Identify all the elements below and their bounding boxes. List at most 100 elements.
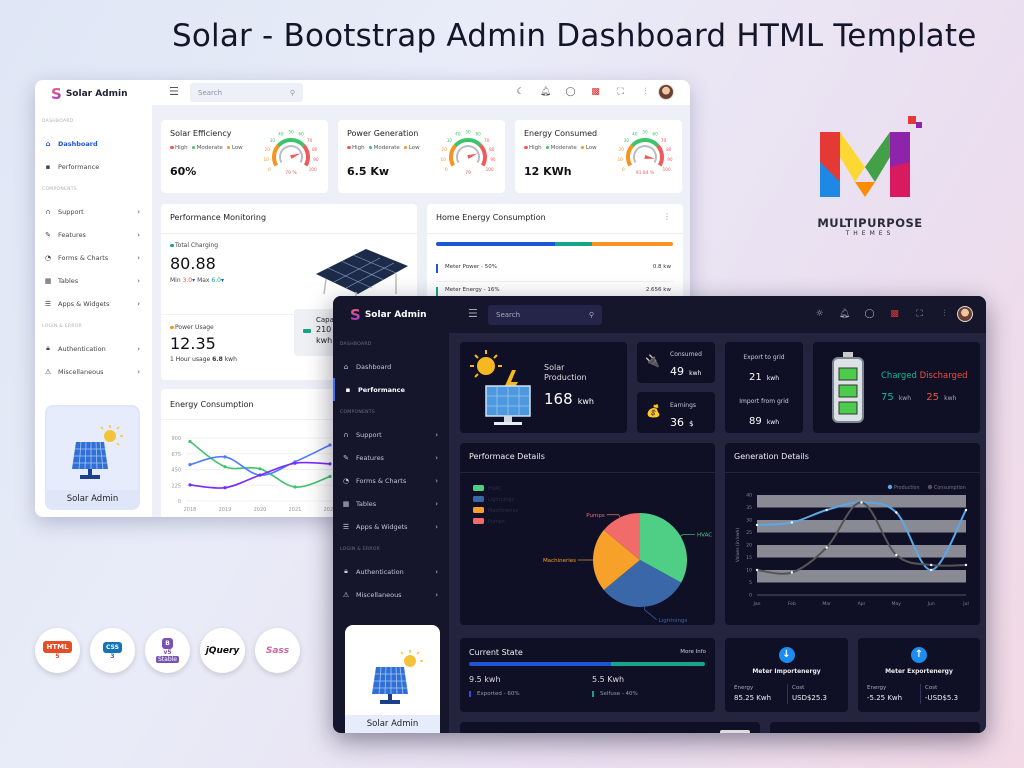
meter-card-import: ↓ Meter Importenergy Energy 85.25 Kwh Cost US…: [725, 638, 848, 712]
chat-icon[interactable]: ◯: [565, 87, 576, 97]
sidebar-item-tables[interactable]: ▦ Tables ›: [35, 269, 152, 292]
sidebar-item-label: Tables: [356, 499, 377, 508]
solar-production-label: Solar Production: [544, 363, 587, 382]
chevron-right-icon: ›: [137, 299, 140, 308]
gauge-tick-label: 80: [666, 147, 672, 152]
logo-subtext: THEMES: [845, 230, 895, 237]
y-tick-label: 675: [171, 452, 181, 458]
legend-swatch: [473, 507, 484, 513]
sidebar-item-miscellaneous[interactable]: ⚠ Miscellaneous ›: [35, 360, 152, 383]
sidebar-item-forms-charts[interactable]: ◔ Forms & Charts ›: [35, 246, 152, 269]
sidebar-item-forms-charts[interactable]: ◔ Forms & Charts ›: [333, 469, 450, 492]
gauge-tick-label: 90: [313, 157, 319, 162]
sidebar-item-miscellaneous[interactable]: ⚠ Miscellaneous ›: [333, 583, 450, 606]
logo-s-icon: S: [350, 306, 361, 324]
sidebar-item-label: Authentication: [58, 344, 106, 353]
y-tick-label: 5: [749, 580, 752, 586]
sidebar-item-tables[interactable]: ▦ Tables ›: [333, 492, 450, 515]
bell-icon[interactable]: 🔔︎: [838, 309, 851, 319]
y-tick-label: 20: [746, 543, 752, 549]
sidebar-item-apps-widgets[interactable]: ☰ Apps & Widgets ›: [333, 515, 450, 538]
gauge-card-solar-efficiency: Solar Efficiency High Moderate Low 60% 0 10 20 3…: [161, 120, 328, 193]
legend-item: Moderate: [191, 145, 223, 151]
sidebar-item-authentication[interactable]: 🔒︎ Authentication ›: [35, 337, 152, 360]
moon-icon[interactable]: ☾: [516, 87, 525, 97]
search-input[interactable]: Search ⚲: [488, 305, 602, 325]
fullscreen-icon[interactable]: ⛶: [916, 309, 923, 319]
gauge-segment: [453, 138, 483, 148]
chevron-right-icon: ›: [435, 453, 438, 462]
fullscreen-icon[interactable]: ⛶: [617, 87, 624, 97]
gauge-tick-label: 10: [617, 157, 623, 162]
meter-label: Meter Power - 50%: [445, 264, 498, 270]
sidebar-item-label: Apps & Widgets: [356, 522, 408, 531]
legend-dot: [545, 145, 550, 150]
selfuse-label: Selfuse - 40%: [592, 691, 638, 697]
square-icon: ▪: [345, 385, 351, 394]
bootstrap-version: v5: [163, 649, 172, 656]
meter-row: Meter Power - 50% 0.8 kw: [436, 259, 673, 279]
legend-label: High: [352, 145, 365, 151]
y-tick-label: 30: [746, 518, 752, 524]
sass-badge: Sass: [255, 628, 300, 673]
chevron-right-icon: ›: [137, 253, 140, 262]
sidebar-item-features[interactable]: ✎ Features ›: [35, 223, 152, 246]
gauge-segment: [302, 144, 310, 167]
flag-us-icon[interactable]: ▩: [890, 309, 899, 319]
sliders-icon[interactable]: ⫶: [644, 87, 647, 97]
gauge-value-label: 79: [465, 170, 471, 176]
sidebar-section-label: COMPONENTS: [340, 409, 376, 415]
user-avatar[interactable]: [658, 84, 674, 100]
sun-icon[interactable]: ☼: [815, 309, 824, 319]
sliders-icon[interactable]: ⫶: [943, 309, 946, 319]
search-placeholder: Search: [496, 311, 521, 319]
sidebar-item-authentication[interactable]: 🔒︎ Authentication ›: [333, 560, 450, 583]
jquery-badge: jQuery: [200, 628, 245, 673]
meter-indicator: [436, 287, 438, 296]
x-tick-label: 2019: [219, 507, 232, 513]
sidebar-item-support[interactable]: ∩ Support ›: [333, 423, 450, 446]
sidebar-item-dashboard[interactable]: ⌂ Dashboard: [333, 355, 450, 378]
meter-label: Meter Energy - 16%: [445, 287, 500, 293]
gauge-tick-label: 60: [298, 132, 304, 137]
menu-toggle-icon[interactable]: ☰: [169, 85, 179, 98]
sidebar-item-apps-widgets[interactable]: ☰ Apps & Widgets ›: [35, 292, 152, 315]
app-logo[interactable]: S Solar Admin: [51, 85, 128, 103]
sidebar-item-label: Performance: [358, 385, 405, 394]
grid-card: Export to grid 21 kwh Import from grid 8…: [725, 342, 803, 433]
menu-toggle-icon[interactable]: ☰: [468, 307, 478, 320]
search-input[interactable]: Search ⚲: [190, 83, 303, 102]
bell-icon[interactable]: 🔔︎: [539, 87, 552, 97]
more-options-icon[interactable]: ⋮: [663, 212, 671, 221]
gauge-tick-label: 20: [619, 147, 625, 152]
gauge-tick-label: 0: [622, 167, 625, 172]
gauge-tick-label: 20: [442, 147, 448, 152]
data-point: [860, 501, 863, 504]
sidebar-item-performance[interactable]: ▪ Performance: [35, 155, 152, 178]
pie-slice: [603, 560, 682, 607]
sidebar-item-label: Tables: [58, 276, 79, 285]
user-avatar[interactable]: [957, 306, 973, 322]
metric-value: 12 KWh: [524, 165, 572, 178]
export-value: 21 kwh: [748, 372, 779, 383]
exported-value: 9.5 kwh: [469, 675, 501, 684]
gauge-needle: [644, 155, 655, 159]
sidebar-section-label: DASHBOARD: [42, 118, 74, 124]
chat-icon[interactable]: ◯: [864, 309, 875, 319]
gauge-tick-label: 100: [486, 167, 494, 172]
sidebar-item-support[interactable]: ∩ Support ›: [35, 200, 152, 223]
legend-dot: [403, 145, 408, 150]
arrow-down-icon: ↓: [778, 647, 795, 663]
app-logo[interactable]: S Solar Admin: [350, 306, 427, 324]
sidebar-item-dashboard[interactable]: ⌂ Dashboard: [35, 132, 152, 155]
app-name: Solar Admin: [65, 89, 128, 99]
sidebar-item-features[interactable]: ✎ Features ›: [333, 446, 450, 469]
earnings-value: 36 $: [670, 416, 694, 429]
flag-us-icon[interactable]: ▩: [591, 87, 600, 97]
legend-label: High: [175, 145, 188, 151]
legend-dot: [368, 145, 373, 150]
more-info-link[interactable]: More Info: [680, 649, 706, 655]
sidebar-item-performance[interactable]: ▪ Performance: [333, 378, 450, 401]
gauge-tick-label: 60: [475, 132, 481, 137]
